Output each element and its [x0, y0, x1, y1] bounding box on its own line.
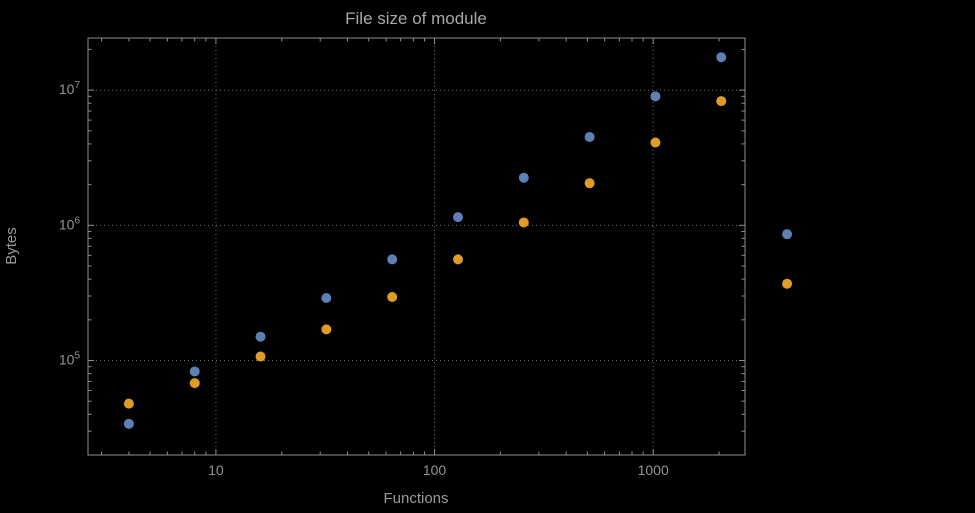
gridlines [88, 38, 745, 455]
data-point-blue-series [452, 212, 463, 223]
y-axis-label: Bytes [3, 227, 20, 265]
data-point-blue-series [189, 366, 200, 377]
data-point-orange-series [584, 178, 595, 189]
data-point-blue-series [584, 132, 595, 143]
y-tick-label: 105 [59, 351, 81, 368]
data-point-blue-series [387, 254, 398, 265]
data-point-blue-series [716, 52, 727, 63]
data-point-blue-series [123, 418, 134, 429]
x-tick-label: 10 [208, 462, 224, 478]
data-point-blue-series [782, 229, 793, 240]
data-point-blue-series [321, 292, 332, 303]
x-tick-label: 100 [423, 462, 447, 478]
x-tick-label: 1000 [638, 462, 669, 478]
data-point-blue-series [518, 172, 529, 183]
axis-ticks [88, 38, 745, 456]
data-point-orange-series [716, 96, 727, 107]
data-point-orange-series [387, 291, 398, 302]
data-point-orange-series [255, 351, 266, 362]
data-point-blue-series [255, 331, 266, 342]
chart-title: File size of module [345, 9, 487, 28]
data-point-orange-series [189, 378, 200, 389]
data-point-orange-series [452, 254, 463, 265]
y-tick-label: 106 [59, 215, 81, 232]
data-point-orange-series [650, 137, 661, 148]
data-point-orange-series [782, 278, 793, 289]
data-point-orange-series [321, 324, 332, 335]
data-point-blue-series [650, 91, 661, 102]
data-points [123, 52, 793, 429]
data-point-orange-series [518, 217, 529, 228]
plot-frame [87, 37, 746, 456]
y-tick-label: 107 [59, 80, 81, 97]
data-point-orange-series [123, 398, 134, 409]
x-axis-label: Functions [383, 490, 448, 507]
axis-tick-labels: 10 100 1000 105 106 107 [59, 80, 669, 478]
frame-rect [87, 37, 746, 456]
